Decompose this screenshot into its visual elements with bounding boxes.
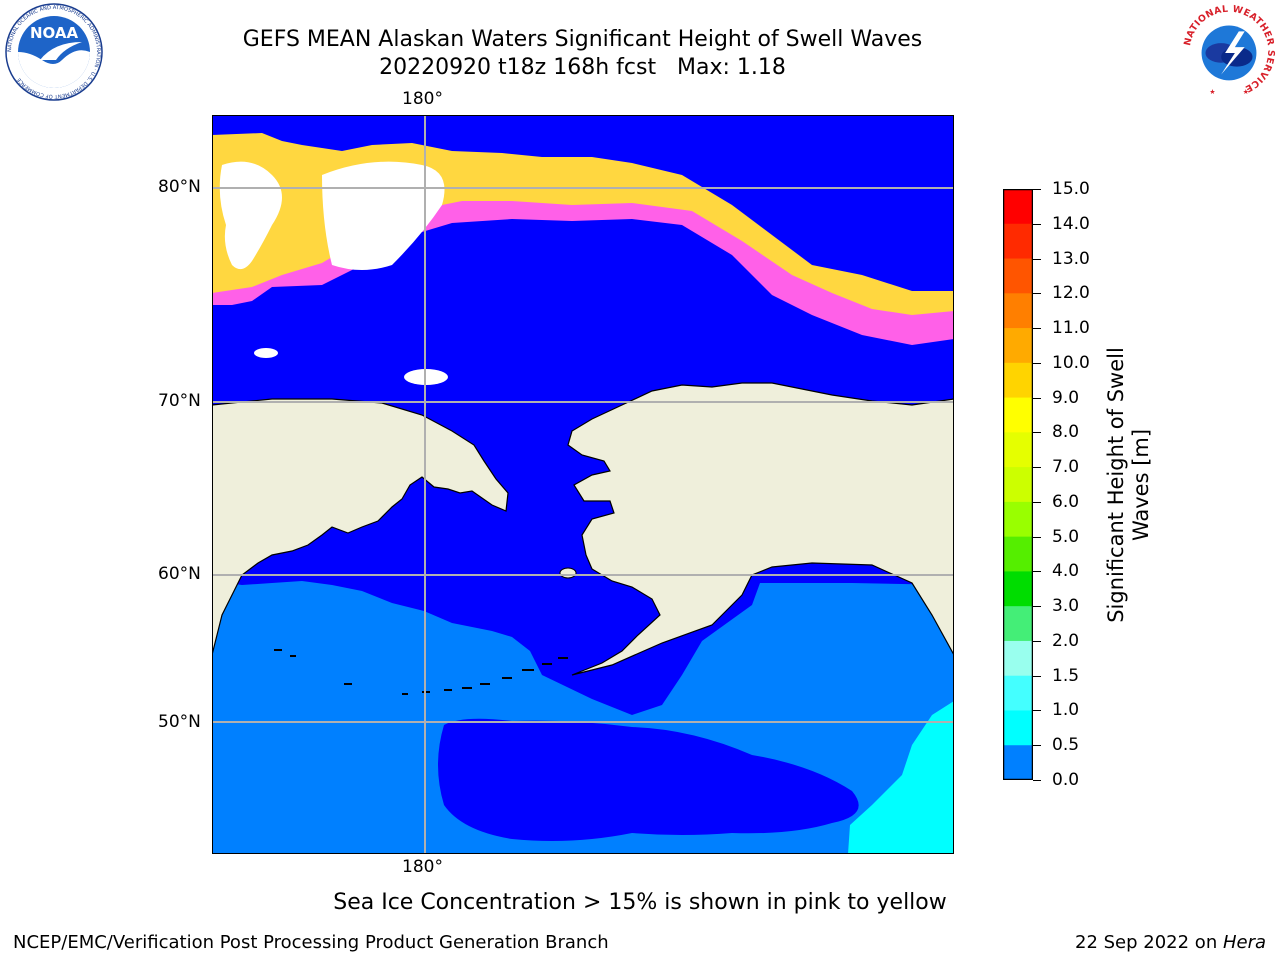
colorbar-bin — [1003, 397, 1033, 433]
colorbar-title: Significant Height of Swell Waves [m] — [1104, 347, 1154, 623]
colorbar-bin — [1003, 328, 1033, 364]
colorbar-tick — [1033, 640, 1041, 642]
colorbar-tick-label: 6.0 — [1052, 491, 1080, 512]
swell-region-0-0-5-south — [438, 718, 859, 841]
colorbar-bin — [1003, 189, 1033, 225]
colorbar-tick — [1033, 362, 1041, 364]
colorbar-tick — [1033, 328, 1041, 330]
colorbar-tick — [1033, 432, 1041, 434]
colorbar-tick — [1033, 467, 1041, 469]
title-line-2: 20220920 t18z 168h fcst Max: 1.18 — [379, 55, 786, 80]
land-siberia — [212, 398, 509, 656]
svg-text:NOAA: NOAA — [30, 24, 79, 42]
nws-logo-icon: NATIONAL WEATHER SERVICE ★ ★ — [1182, 4, 1276, 98]
footer-branch: NCEP/EMC/Verification Post Processing Pr… — [13, 932, 609, 953]
colorbar-tick-label: 8.0 — [1052, 422, 1080, 443]
lon-label-top: 180° — [402, 89, 443, 109]
sea-ice-note: Sea Ice Concentration > 15% is shown in … — [333, 890, 947, 915]
colorbar — [1003, 189, 1033, 780]
colorbar-bin — [1003, 293, 1033, 329]
colorbar-tick-label: 1.0 — [1052, 700, 1080, 721]
colorbar-bin — [1003, 362, 1033, 399]
colorbar-tick — [1033, 675, 1041, 677]
lat-label-60: 60°N — [158, 564, 201, 584]
colorbar-tick-label: 15.0 — [1052, 179, 1090, 199]
lat-label-50: 50°N — [158, 712, 201, 732]
colorbar-title-line-2: Waves [m] — [1129, 428, 1153, 542]
svg-text:★: ★ — [1243, 88, 1249, 96]
colorbar-tick-label: 4.0 — [1052, 561, 1080, 582]
graticule — [212, 115, 954, 854]
land-alaska — [567, 382, 954, 676]
noaa-logo-icon: NOAA NATIONAL OCEANIC AND ATMOSPHERIC AD… — [5, 3, 103, 101]
colorbar-tick-label: 1.5 — [1052, 665, 1080, 686]
colorbar-bin — [1003, 467, 1033, 503]
colorbar-tick-label: 14.0 — [1052, 213, 1090, 234]
title-line-1: GEFS MEAN Alaskan Waters Significant Hei… — [242, 27, 923, 52]
colorbar-tick-label: 0.0 — [1052, 770, 1080, 790]
colorbar-tick — [1033, 189, 1041, 190]
colorbar-tick — [1033, 223, 1041, 225]
colorbar-bin — [1003, 745, 1033, 780]
colorbar-tick — [1033, 397, 1041, 399]
colorbar-bin — [1003, 223, 1033, 260]
colorbar-tick — [1033, 501, 1041, 503]
swell-height-map — [212, 115, 954, 854]
footer-date: 22 Sep 2022 on Hera — [1075, 932, 1266, 953]
colorbar-tick-label: 5.0 — [1052, 526, 1080, 547]
colorbar-title-line-1: Significant Height of Swell — [1104, 347, 1128, 623]
colorbar-tick — [1033, 745, 1041, 747]
colorbar-tick — [1033, 571, 1041, 573]
chart-title: GEFS MEAN Alaskan Waters Significant Hei… — [0, 26, 1165, 82]
colorbar-tick — [1033, 536, 1041, 538]
colorbar-tick — [1033, 606, 1041, 608]
colorbar-tick-label: 11.0 — [1052, 318, 1090, 339]
colorbar-tick — [1033, 710, 1041, 712]
colorbar-tick-label: 2.0 — [1052, 630, 1080, 651]
colorbar-tick — [1033, 780, 1041, 781]
colorbar-tick-label: 13.0 — [1052, 248, 1090, 269]
colorbar-bin — [1003, 536, 1033, 572]
colorbar-bin — [1003, 258, 1033, 294]
colorbar-tick-label: 12.0 — [1052, 283, 1090, 304]
land-nunivak — [559, 567, 577, 579]
colorbar-tick — [1033, 258, 1041, 260]
colorbar-tick-label: 7.0 — [1052, 457, 1080, 478]
colorbar-tick-label: 9.0 — [1052, 387, 1080, 408]
colorbar-bin — [1003, 501, 1033, 538]
colorbar-bin — [1003, 710, 1033, 746]
colorbar-bin — [1003, 675, 1033, 711]
colorbar-tick-label: 0.5 — [1052, 735, 1080, 756]
swell-region-1-0-1-5 — [848, 701, 954, 854]
colorbar-bin — [1003, 571, 1033, 607]
colorbar-bin — [1003, 640, 1033, 677]
lat-label-80: 80°N — [158, 177, 201, 197]
colorbar-tick-label: 10.0 — [1052, 352, 1090, 373]
lon-label-bottom: 180° — [402, 857, 443, 877]
colorbar-bin — [1003, 606, 1033, 642]
svg-text:★: ★ — [1209, 88, 1215, 96]
lat-label-70: 70°N — [158, 391, 201, 411]
footer-date-text: 22 Sep 2022 on — [1075, 932, 1223, 953]
colorbar-bin — [1003, 432, 1033, 468]
colorbar-tick-label: 3.0 — [1052, 596, 1080, 617]
footer-machine: Hera — [1222, 932, 1266, 953]
colorbar-tick — [1033, 293, 1041, 295]
